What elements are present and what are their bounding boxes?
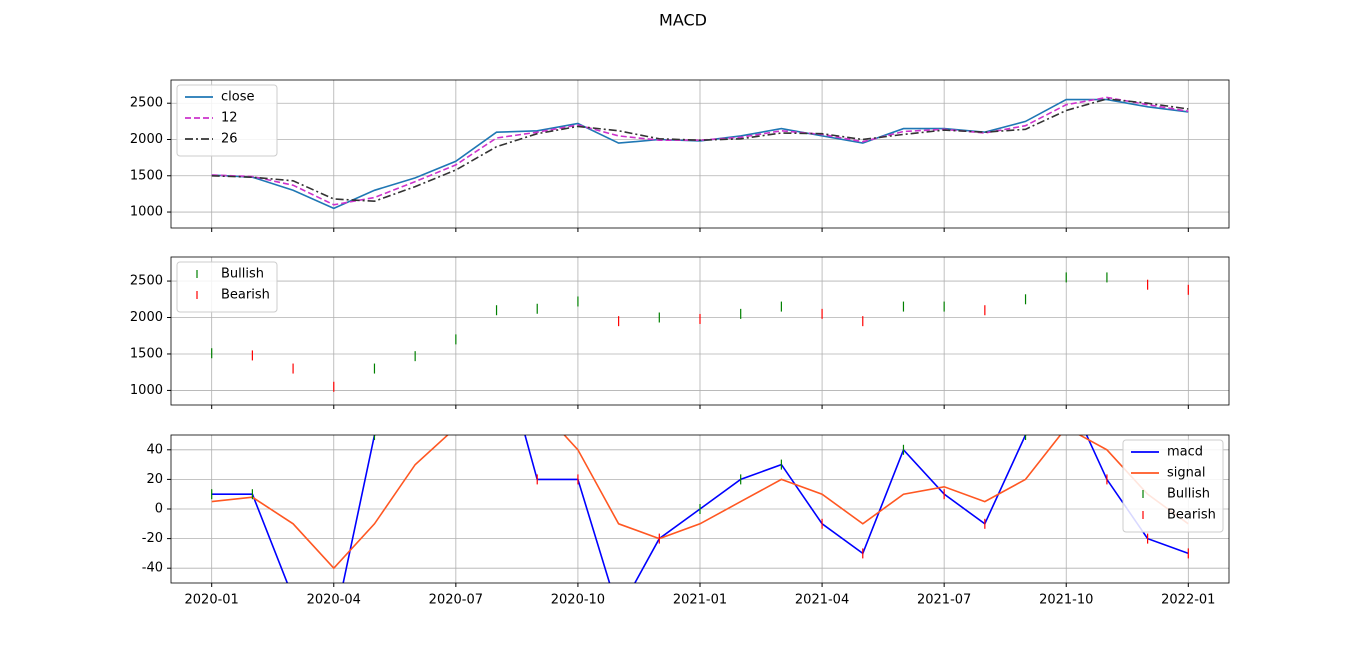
legend-label: Bearish bbox=[1167, 508, 1216, 523]
legend-label: Bearish bbox=[221, 288, 270, 303]
x-tick-label: 2020-07 bbox=[429, 593, 483, 608]
y-tick-label: 40 bbox=[146, 442, 163, 457]
plot-area bbox=[211, 435, 1189, 583]
y-tick-label: 1000 bbox=[130, 205, 163, 220]
legend: close 12 26 bbox=[176, 84, 278, 157]
panel: 2020-01 2020-04 2020-07 2020-10 2021-01 2021-… bbox=[142, 434, 1230, 608]
x-tick-label: 2020-01 bbox=[185, 593, 239, 608]
axes-frame bbox=[170, 434, 1230, 584]
x-tick-label: 2021-01 bbox=[673, 593, 727, 608]
x-tick-label: 2021-07 bbox=[917, 593, 971, 608]
x-tick-label: 2020-04 bbox=[307, 593, 361, 608]
legend-frame bbox=[1122, 439, 1224, 533]
plot-area bbox=[211, 272, 1189, 392]
legend-label: 12 bbox=[221, 111, 238, 126]
legend-label: signal bbox=[1167, 466, 1205, 481]
x-tick-label: 2021-10 bbox=[1039, 593, 1093, 608]
x-tick-label: 2022-01 bbox=[1161, 593, 1215, 608]
legend-label: 26 bbox=[221, 132, 238, 147]
legend-label: close bbox=[221, 90, 254, 105]
y-tick-label: 20 bbox=[146, 472, 163, 487]
y-tick-label: 1500 bbox=[130, 168, 163, 183]
y-tick-label: 2000 bbox=[130, 132, 163, 147]
legend-label: macd bbox=[1167, 445, 1203, 460]
line bbox=[211, 98, 1189, 203]
panel: 1000 1500 2000 2500 close 12 26 bbox=[130, 79, 1230, 232]
y-tick-label: -40 bbox=[142, 561, 163, 576]
x-tick-label: 2020-10 bbox=[551, 593, 605, 608]
y-tick-label: 2500 bbox=[130, 274, 163, 289]
legend: Bullish Bearish bbox=[176, 261, 278, 313]
plot-area bbox=[211, 96, 1189, 210]
legend-label: Bullish bbox=[221, 267, 264, 282]
legend: macd signal Bullish Bearish bbox=[1122, 439, 1224, 533]
axes-frame bbox=[170, 79, 1230, 229]
figure-title: MACD bbox=[659, 11, 707, 30]
legend-frame bbox=[176, 261, 278, 313]
panel: 1000 1500 2000 2500 Bullish Bearish bbox=[130, 256, 1230, 409]
y-tick-label: 2000 bbox=[130, 310, 163, 325]
y-tick-label: 2500 bbox=[130, 96, 163, 111]
line bbox=[211, 96, 1189, 206]
legend-label: Bullish bbox=[1167, 487, 1210, 502]
line bbox=[211, 435, 1189, 570]
y-tick-label: 1500 bbox=[130, 346, 163, 361]
y-tick-label: -20 bbox=[142, 531, 163, 546]
x-tick-label: 2021-04 bbox=[795, 593, 849, 608]
y-tick-label: 1000 bbox=[130, 383, 163, 398]
y-tick-label: 0 bbox=[155, 502, 163, 517]
axes-frame bbox=[170, 256, 1230, 406]
